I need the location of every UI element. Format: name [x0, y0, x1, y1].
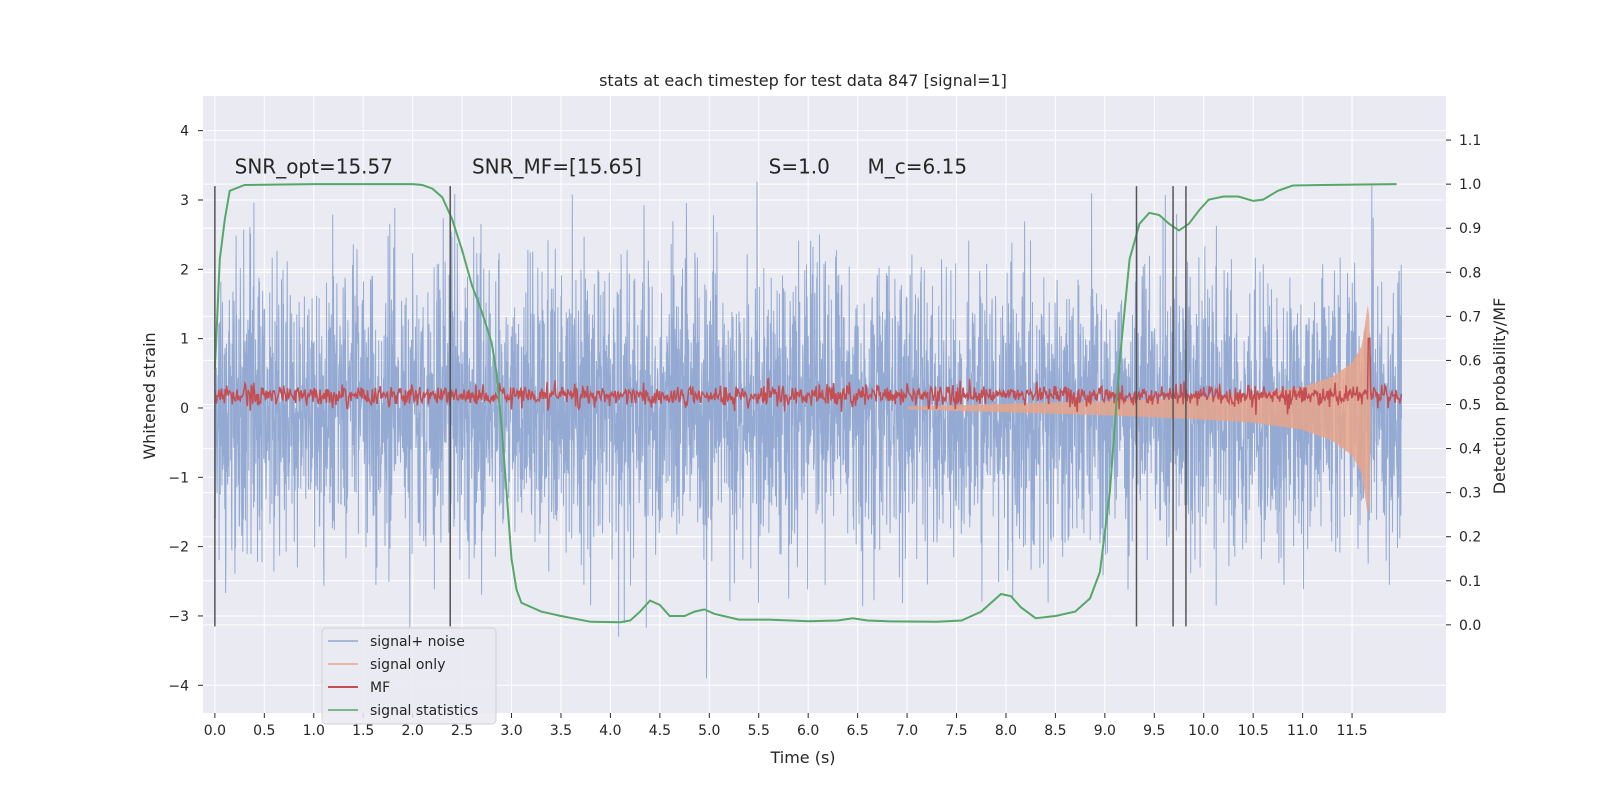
y-left-tick-label: 3 — [180, 193, 189, 209]
x-tick-label: 5.5 — [748, 723, 770, 739]
y-right-tick-label: 0.4 — [1459, 442, 1481, 458]
x-tick-label: 5.0 — [698, 723, 720, 739]
x-tick-label: 6.0 — [797, 723, 819, 739]
x-tick-label: 6.5 — [846, 723, 868, 739]
x-tick-label: 4.0 — [599, 723, 621, 739]
x-tick-label: 2.5 — [451, 723, 473, 739]
x-tick-label: 2.0 — [402, 723, 424, 739]
x-axis-label: Time (s) — [769, 748, 835, 767]
y-right-tick-label: 0.2 — [1459, 530, 1481, 546]
y-right-tick-label: 0.1 — [1459, 574, 1481, 590]
series-signal-noise — [214, 181, 1402, 679]
x-tick-label: 4.5 — [649, 723, 671, 739]
y-left-tick-label: 0 — [180, 401, 189, 417]
x-tick-label: 0.5 — [253, 723, 275, 739]
y-axis-left-ticks: 4 3 2 1 0 −1 −2 −3 −4 — [168, 124, 203, 694]
annotation-text: SNR_opt=15.57 — [235, 155, 393, 179]
y-right-tick-label: 0.6 — [1459, 353, 1481, 369]
y-left-tick-label: 2 — [180, 262, 189, 278]
legend-label: signal+ noise — [370, 634, 465, 650]
vertical-markers — [214, 186, 1187, 627]
series-mf — [214, 337, 1403, 416]
x-tick-label: 10.0 — [1188, 723, 1219, 739]
y-left-tick-label: −1 — [168, 470, 189, 486]
annotation-text: SNR_MF=[15.65] — [472, 155, 642, 179]
y-axis-right-ticks: 1.1 1.0 0.9 0.8 0.7 0.6 0.5 0.4 0.3 0.2 0.1 0.0 — [1446, 133, 1481, 634]
y-left-tick-label: −4 — [168, 678, 189, 694]
legend-label: MF — [370, 680, 390, 696]
series-signal-only — [907, 304, 1371, 517]
legend-label: signal statistics — [370, 703, 478, 719]
annotation-text: S=1.0 — [769, 155, 830, 179]
x-tick-label: 1.5 — [352, 723, 374, 739]
legend: signal+ noise signal only MF signal statist… — [321, 627, 497, 725]
x-tick-label: 1.0 — [303, 723, 325, 739]
x-tick-label: 8.5 — [1044, 723, 1066, 739]
x-tick-label: 0.0 — [204, 723, 226, 739]
x-tick-label: 9.0 — [1094, 723, 1116, 739]
y-right-tick-label: 1.1 — [1459, 133, 1481, 149]
annotation-text: M_c=6.15 — [868, 155, 968, 179]
x-tick-label: 10.5 — [1238, 723, 1269, 739]
annotations: SNR_opt=15.57 SNR_MF=[15.65] S=1.0 M_c=6.15 — [235, 155, 967, 179]
y-right-tick-label: 0.5 — [1459, 398, 1481, 414]
y-axis-right-label: Detection probability/MF — [1490, 298, 1509, 495]
legend-label: signal only — [370, 657, 445, 673]
y-right-tick-label: 0.7 — [1459, 309, 1481, 325]
y-left-tick-label: 1 — [180, 332, 189, 348]
x-tick-label: 11.5 — [1336, 723, 1367, 739]
x-tick-label: 9.5 — [1143, 723, 1165, 739]
y-right-tick-label: 0.9 — [1459, 221, 1481, 237]
y-axis-left-label: Whitened strain — [140, 332, 159, 459]
y-left-tick-label: −3 — [168, 609, 189, 625]
y-left-tick-label: 4 — [180, 124, 189, 140]
y-right-tick-label: 0.3 — [1459, 486, 1481, 502]
y-right-tick-label: 0.0 — [1459, 618, 1481, 634]
x-tick-label: 7.0 — [896, 723, 918, 739]
y-right-tick-label: 0.8 — [1459, 265, 1481, 281]
x-tick-label: 11.0 — [1287, 723, 1318, 739]
x-axis-ticks: 0.0 0.5 1.0 1.5 2.0 2.5 3.0 3.5 4.0 4.5 5.0 5.5 6.0 6… — [204, 713, 1368, 739]
legend-box — [321, 627, 497, 725]
y-right-tick-label: 1.0 — [1459, 177, 1481, 193]
chart-title: stats at each timestep for test data 847… — [599, 71, 1007, 90]
y-left-tick-label: −2 — [168, 540, 189, 556]
x-tick-label: 8.0 — [995, 723, 1017, 739]
x-tick-label: 3.0 — [500, 723, 522, 739]
x-tick-label: 7.5 — [945, 723, 967, 739]
x-tick-label: 3.5 — [550, 723, 572, 739]
